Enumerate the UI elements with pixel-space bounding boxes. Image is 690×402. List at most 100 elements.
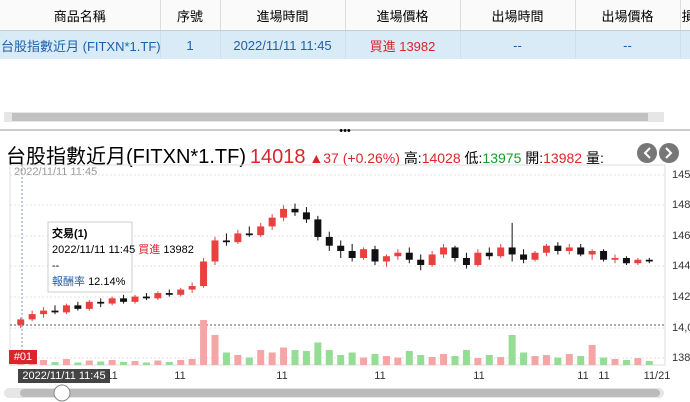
volume-bar [291,350,299,365]
candle-body [62,305,70,313]
volume-bar [280,347,288,365]
volume-label: 量: [585,150,604,166]
candle-body [245,233,253,236]
y-axis-label: 144 [672,260,690,272]
volume-bar [74,362,82,365]
arrows [643,147,673,159]
candle-body [554,245,562,251]
header[interactable]: 進場價格 [345,0,461,31]
volume-bar [108,360,116,365]
cell[interactable]: -- [460,30,576,59]
volume-bar [440,354,448,365]
candle-body [645,259,653,262]
candle-body [302,212,310,220]
candle-body [508,247,516,255]
open: 13982 [543,150,583,166]
x-axis-label: 11 [174,370,185,382]
volume-bar [325,350,333,365]
volume-bar [348,352,356,365]
cell[interactable]: 2022/11/11 11:45 [220,30,346,59]
volume-bar [165,362,173,365]
return-label: 報酬率 [52,274,85,288]
low-label: 低: [464,150,483,166]
candle-body [531,252,539,260]
volume-bar [417,355,425,365]
volume-bar [222,352,230,365]
y-axis-label: 138 [672,352,690,364]
volume-bar [382,356,390,365]
candle-body [394,252,402,257]
volume-bar [462,350,470,365]
header[interactable]: 序號 [160,0,221,31]
header[interactable]: 損 [680,0,690,31]
candle-body [634,259,642,264]
candle-body [17,319,25,325]
candle-body [177,289,185,295]
volume-bar [245,357,253,365]
x-axis-label: 11 [106,370,117,382]
h-scrollbar[interactable] [4,112,664,122]
candle-body [382,256,390,262]
next-button[interactable] [659,143,679,163]
volume-bar [85,360,93,365]
x-axis-label: 11/21 [644,370,671,382]
return-value: 12.14% [88,276,126,288]
volume-bar [177,360,185,365]
y-axis-label: 146 [672,230,690,242]
marker-box[interactable] [9,350,37,364]
cell[interactable]: 買進 13982 [345,30,461,59]
cell[interactable]: 台股指數近月 (FITXN*1.TF) [0,30,161,59]
volume-bar [268,352,276,365]
candle-body [451,247,459,258]
volume-bar [474,358,482,365]
candle-body [97,301,105,304]
volume-bar [485,355,493,365]
header[interactable]: 進場時間 [220,0,346,31]
chart-scrollbar[interactable] [4,388,664,398]
x-axis-label: 11 [276,370,287,382]
volume-bar [337,355,345,365]
header[interactable]: 商品名稱 [0,0,161,31]
chart-scroll-thumb[interactable] [20,389,660,397]
y-axis-label: 14,0 [672,322,690,334]
volume-bar [302,351,310,365]
open-label: 開: [525,150,544,166]
volume-bar [531,356,539,365]
scroll-handle[interactable] [53,384,71,402]
high: 14028 [421,150,461,166]
candle-body [360,249,368,258]
candle-body [188,286,196,290]
header[interactable]: 出場時間 [460,0,576,31]
volume-bar [234,355,242,365]
cell[interactable]: -- [575,30,681,59]
volume-bar [634,358,642,365]
volume-bar [314,342,322,365]
candle-body [611,257,619,260]
prev-button[interactable] [637,143,657,163]
volume-bar [600,357,608,365]
candle-body [417,259,425,265]
volume-bar [97,361,105,365]
tooltip-side: 買進 [138,243,160,256]
header[interactable]: 出場價格 [575,0,681,31]
volume-bar [142,362,150,365]
candle-body [291,208,299,213]
volume-bar [565,354,573,365]
y-axis-label: 142 [672,291,690,303]
candle-body [257,226,265,236]
volume-bar [17,355,25,365]
candle-body [497,247,505,257]
candle-body [142,296,150,299]
candle-body [222,240,230,243]
candle-body [520,254,528,260]
cell[interactable]: 1 [160,30,221,59]
tooltip [47,221,133,293]
candle-body [28,314,36,320]
high-label: 高: [403,150,422,166]
candle-body [85,301,93,309]
tooltip-return: 報酬率 12.14% [52,274,126,288]
cell[interactable] [680,30,690,59]
candle-body [462,257,470,265]
last-price: 14018 [249,146,306,168]
scroll-thumb[interactable] [12,113,648,121]
